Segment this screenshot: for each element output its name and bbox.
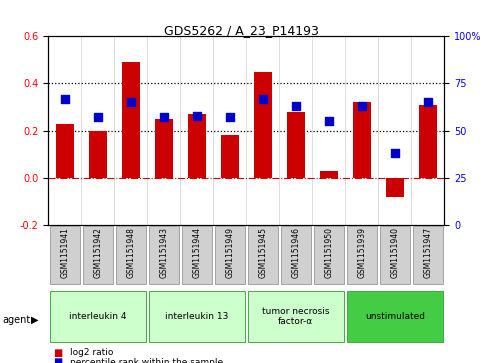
Text: unstimulated: unstimulated	[365, 312, 425, 321]
FancyBboxPatch shape	[347, 291, 443, 342]
Bar	[56, 123, 74, 178]
Text: GSM1151948: GSM1151948	[127, 228, 135, 278]
Point	[325, 118, 333, 124]
Point	[292, 103, 299, 109]
FancyBboxPatch shape	[347, 226, 377, 284]
FancyBboxPatch shape	[149, 226, 179, 284]
FancyBboxPatch shape	[281, 226, 311, 284]
Text: GSM1151940: GSM1151940	[390, 228, 399, 278]
FancyBboxPatch shape	[313, 226, 344, 284]
Bar	[155, 119, 173, 178]
Bar	[320, 171, 338, 178]
FancyBboxPatch shape	[115, 226, 146, 284]
Point	[424, 99, 432, 105]
Bar	[386, 178, 404, 197]
Text: GSM1151950: GSM1151950	[325, 228, 333, 278]
Text: GSM1151946: GSM1151946	[291, 228, 300, 278]
Text: GDS5262 / A_23_P14193: GDS5262 / A_23_P14193	[164, 24, 319, 37]
Bar	[89, 131, 107, 178]
Bar	[353, 102, 371, 178]
Point	[259, 96, 267, 102]
Text: GSM1151943: GSM1151943	[159, 228, 168, 278]
Text: interleukin 13: interleukin 13	[165, 312, 228, 321]
FancyBboxPatch shape	[149, 291, 245, 342]
Text: ■: ■	[53, 357, 62, 363]
Text: GSM1151941: GSM1151941	[60, 228, 69, 278]
FancyBboxPatch shape	[83, 226, 113, 284]
FancyBboxPatch shape	[380, 226, 410, 284]
Text: GSM1151947: GSM1151947	[424, 228, 432, 278]
Point	[127, 99, 135, 105]
Point	[160, 115, 168, 121]
Bar	[221, 135, 239, 178]
FancyBboxPatch shape	[248, 291, 344, 342]
Bar	[122, 62, 140, 178]
FancyBboxPatch shape	[248, 226, 278, 284]
FancyBboxPatch shape	[412, 226, 443, 284]
Point	[391, 150, 399, 156]
Text: GSM1151942: GSM1151942	[93, 228, 102, 278]
Bar	[254, 72, 272, 178]
Text: log2 ratio: log2 ratio	[70, 348, 114, 357]
Text: GSM1151944: GSM1151944	[192, 228, 201, 278]
Text: interleukin 4: interleukin 4	[69, 312, 127, 321]
Point	[61, 96, 69, 102]
FancyBboxPatch shape	[50, 226, 80, 284]
Text: percentile rank within the sample: percentile rank within the sample	[70, 358, 223, 363]
Text: GSM1151939: GSM1151939	[357, 228, 366, 278]
Point	[226, 115, 234, 121]
Text: GSM1151945: GSM1151945	[258, 228, 267, 278]
Text: tumor necrosis
factor-α: tumor necrosis factor-α	[262, 307, 329, 326]
Point	[358, 103, 366, 109]
Text: ■: ■	[53, 348, 62, 358]
Text: agent: agent	[2, 315, 30, 325]
Bar	[188, 114, 206, 178]
FancyBboxPatch shape	[182, 226, 212, 284]
FancyBboxPatch shape	[214, 226, 245, 284]
Bar	[419, 105, 437, 178]
Point	[193, 113, 201, 118]
Bar	[287, 112, 305, 178]
FancyBboxPatch shape	[50, 291, 146, 342]
Point	[94, 115, 102, 121]
Text: ▶: ▶	[31, 315, 39, 325]
Text: GSM1151949: GSM1151949	[226, 228, 234, 278]
